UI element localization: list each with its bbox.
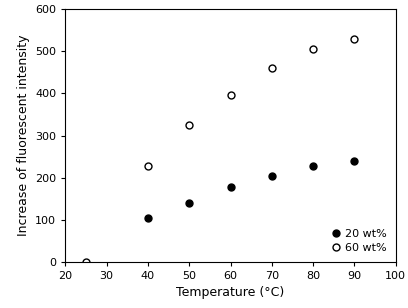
Line: 20 wt%: 20 wt% — [144, 157, 358, 222]
20 wt% — [311, 164, 316, 168]
20 wt% — [145, 217, 150, 220]
20 wt% — [269, 174, 274, 177]
20 wt% — [187, 201, 192, 205]
60 wt% — [187, 123, 192, 127]
60 wt% — [84, 260, 89, 264]
60 wt% — [352, 37, 357, 41]
Line: 60 wt%: 60 wt% — [82, 35, 358, 265]
60 wt% — [269, 66, 274, 70]
X-axis label: Temperature (°C): Temperature (°C) — [176, 286, 285, 299]
20 wt% — [228, 185, 233, 189]
60 wt% — [145, 164, 150, 168]
Y-axis label: Increase of fluorescent intensity: Increase of fluorescent intensity — [17, 35, 29, 236]
20 wt% — [352, 159, 357, 163]
Legend: 20 wt%, 60 wt%: 20 wt%, 60 wt% — [328, 226, 390, 256]
60 wt% — [311, 47, 316, 51]
60 wt% — [228, 93, 233, 96]
